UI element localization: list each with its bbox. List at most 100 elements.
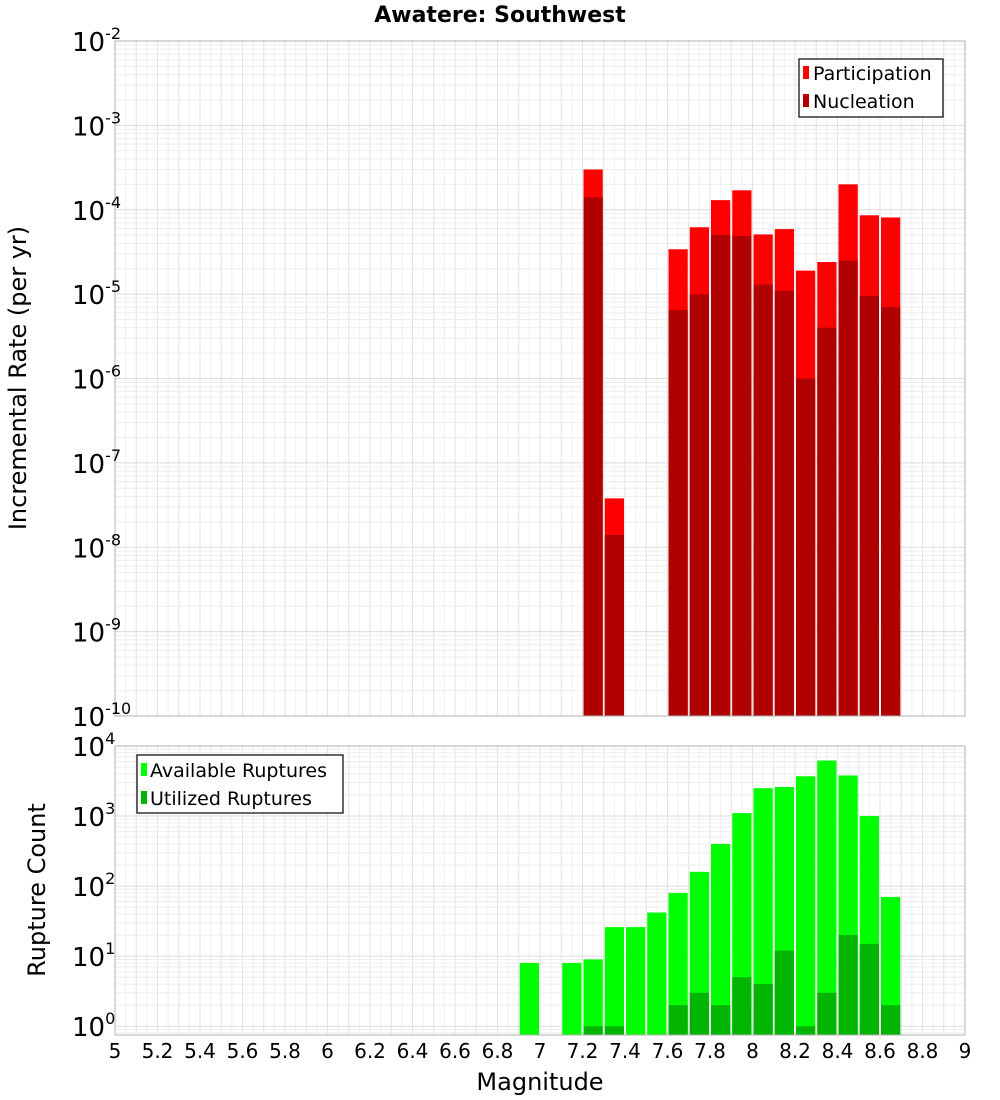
legend-label-utilized: Utilized Ruptures	[150, 788, 312, 810]
legend-swatch-nucleation	[803, 94, 809, 107]
bottom-bar-utilized-ruptures	[838, 935, 858, 1035]
bottom-bar-utilized-ruptures	[732, 977, 752, 1035]
bottom-plot-border	[114, 745, 966, 1036]
bottom-legend: Available Ruptures Utilized Ruptures	[136, 754, 344, 814]
bottom-bar-utilized-ruptures	[881, 1005, 901, 1035]
bottom-bar-utilized-ruptures	[668, 1005, 688, 1035]
bottom-panel: 100 101 102 103 104 5 5.2 5.4 5.6 5.8 6 6.2 6.4 6.6 6…	[23, 729, 971, 1096]
x-ticks: 5 5.2 5.4 5.6 5.8 6 6.2 6.4 6.6 6.8 7 7.2 7.4 7.6 7.8 8…	[109, 1039, 972, 1063]
bottom-bar-available-ruptures	[668, 892, 688, 1035]
bottom-bar-utilized-ruptures	[689, 992, 709, 1035]
x-tick-label: 8	[746, 1039, 759, 1063]
bottom-bars	[519, 760, 901, 1035]
x-tick-label: 6.8	[482, 1039, 514, 1063]
top-bar-nucleation	[838, 260, 858, 716]
top-bar-nucleation	[796, 378, 816, 716]
bottom-bar-available-ruptures	[817, 760, 837, 1035]
top-bar-nucleation	[604, 534, 624, 716]
top-bar-nucleation	[583, 197, 603, 717]
top-legend-box	[798, 58, 944, 118]
top-y-tick-label: 10-8	[72, 530, 121, 564]
bottom-bar-available-ruptures	[562, 962, 582, 1035]
legend-swatch-available	[141, 763, 147, 776]
top-grid	[115, 41, 965, 717]
legend-label-nucleation: Nucleation	[813, 91, 915, 113]
bottom-y-tick-label: 100	[72, 1009, 115, 1043]
bottom-bar-utilized-ruptures	[817, 992, 837, 1035]
legend-label-participation: Participation	[813, 63, 932, 85]
x-tick-label: 8.6	[864, 1039, 896, 1063]
top-legend: Participation Nucleation	[798, 58, 944, 118]
x-tick-label: 7.6	[652, 1039, 684, 1063]
x-tick-label: 8.8	[907, 1039, 939, 1063]
x-axis-label: Magnitude	[476, 1068, 603, 1096]
x-tick-label: 8.2	[779, 1039, 811, 1063]
legend-swatch-utilized	[141, 791, 147, 804]
x-tick-label: 5	[109, 1039, 122, 1063]
bottom-bar-available-ruptures	[647, 912, 667, 1035]
bottom-y-tick-label: 101	[72, 939, 115, 973]
top-bar-nucleation	[881, 307, 901, 716]
x-tick-label: 6.2	[354, 1039, 386, 1063]
bottom-y-axis-label: Rupture Count	[23, 803, 51, 977]
x-tick-label: 5.6	[227, 1039, 259, 1063]
top-panel: 10-10 10-9 10-8 10-7 10-6 10-5 10-4 10-3 10-2 In…	[4, 24, 966, 733]
bottom-bar-utilized-ruptures	[711, 1005, 731, 1035]
bottom-bar-available-ruptures	[881, 896, 901, 1035]
bottom-bar-available-ruptures	[753, 788, 773, 1035]
bottom-bar-utilized-ruptures	[753, 984, 773, 1035]
top-y-tick-label: 10-10	[72, 699, 131, 733]
x-tick-label: 5.2	[142, 1039, 174, 1063]
chart-title: Awatere: Southwest	[374, 3, 626, 28]
top-y-tick-label: 10-5	[72, 277, 121, 311]
top-y-tick-label: 10-2	[72, 24, 121, 58]
top-y-tick-label: 10-4	[72, 193, 121, 227]
top-bar-nucleation	[732, 235, 752, 716]
bottom-bar-available-ruptures	[604, 927, 624, 1035]
bottom-y-tick-label: 104	[72, 729, 115, 763]
top-y-tick-label: 10-9	[72, 615, 121, 649]
bottom-legend-box	[136, 754, 344, 814]
bottom-bar-available-ruptures	[519, 962, 539, 1035]
top-y-tick-label: 10-6	[72, 362, 121, 396]
bottom-bar-utilized-ruptures	[604, 1026, 624, 1035]
bottom-bar-available-ruptures	[711, 843, 731, 1035]
bottom-bar-utilized-ruptures	[796, 1026, 816, 1035]
bottom-y-tick-label: 102	[72, 869, 115, 903]
bottom-y-tick-label: 103	[72, 799, 115, 833]
x-tick-label: 7.4	[609, 1039, 641, 1063]
x-tick-label: 7.8	[694, 1039, 726, 1063]
top-bar-nucleation	[711, 235, 731, 716]
top-bar-nucleation	[817, 327, 837, 716]
x-tick-label: 5.8	[269, 1039, 301, 1063]
bottom-bar-available-ruptures	[626, 927, 646, 1035]
legend-label-available: Available Ruptures	[150, 760, 327, 782]
x-tick-label: 6.4	[397, 1039, 429, 1063]
top-y-ticks: 10-10 10-9 10-8 10-7 10-6 10-5 10-4 10-3 10-2	[72, 24, 131, 733]
x-tick-label: 7	[534, 1039, 547, 1063]
top-bar-nucleation	[689, 294, 709, 716]
bottom-bar-utilized-ruptures	[774, 950, 794, 1035]
x-tick-label: 8.4	[822, 1039, 854, 1063]
top-y-tick-label: 10-3	[72, 108, 121, 142]
x-tick-label: 6.6	[439, 1039, 471, 1063]
top-y-axis-label: Incremental Rate (per yr)	[4, 226, 32, 530]
bottom-bar-utilized-ruptures	[859, 943, 879, 1035]
top-bar-nucleation	[774, 290, 794, 716]
top-plot-border	[114, 40, 966, 717]
bottom-bar-utilized-ruptures	[583, 1026, 603, 1035]
top-y-tick-label: 10-7	[72, 446, 121, 480]
x-tick-label: 5.4	[184, 1039, 216, 1063]
legend-swatch-participation	[803, 66, 809, 79]
bottom-bar-available-ruptures	[583, 959, 603, 1035]
bottom-bar-available-ruptures	[796, 776, 816, 1035]
x-tick-label: 9	[959, 1039, 972, 1063]
x-tick-label: 7.2	[567, 1039, 599, 1063]
bottom-y-ticks: 100 101 102 103 104	[72, 729, 115, 1043]
top-bars	[583, 169, 901, 717]
top-bar-nucleation	[753, 284, 773, 716]
top-bar-nucleation	[668, 309, 688, 716]
top-bar-nucleation	[859, 296, 879, 716]
x-tick-label: 6	[321, 1039, 334, 1063]
